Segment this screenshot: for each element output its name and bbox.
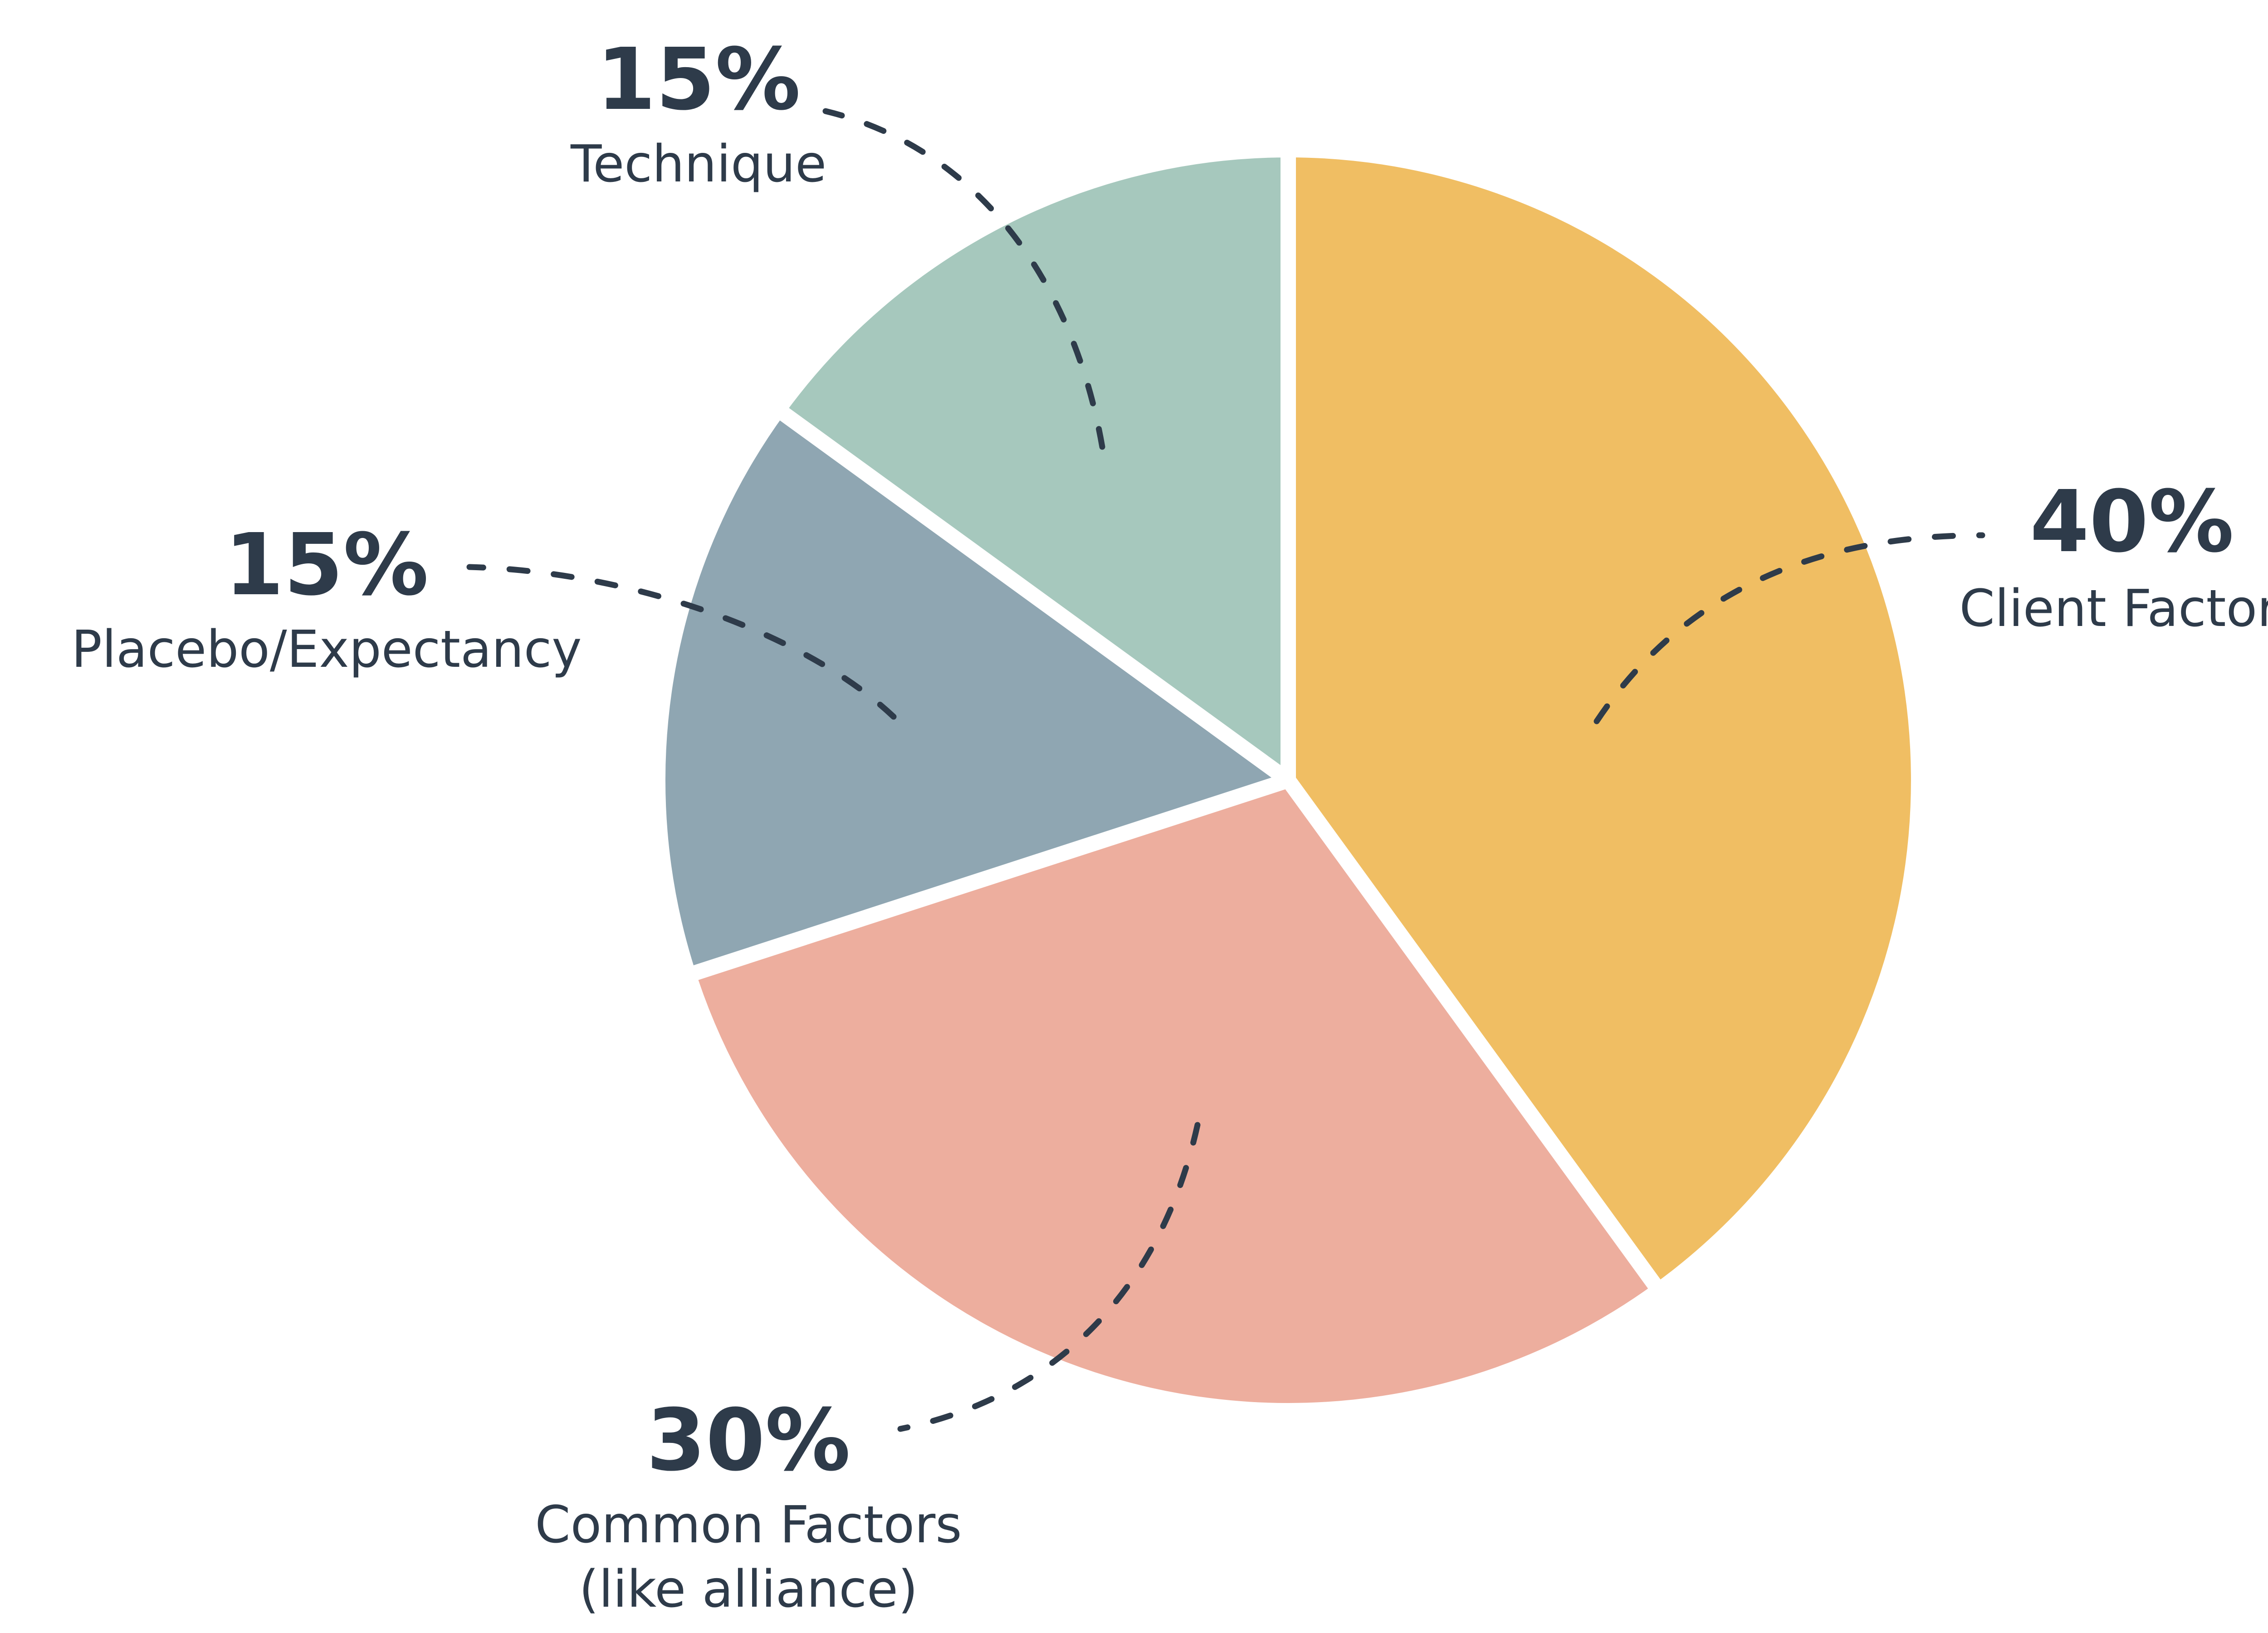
leader-line-2 [897,1122,1201,1432]
percent-label-2: 30% [646,1391,850,1490]
pie-slices [650,142,1926,1418]
leader-line-4 [822,108,1105,450]
leader-lines [466,108,1985,1432]
pie-slice-technique [770,142,1296,788]
percent-label-4: 15% [596,30,801,129]
leader-line-1 [1593,532,1985,724]
percent-label-1: 40% [2030,472,2234,572]
percent-label-3: 15% [225,515,429,615]
category-label-3: Placebo/Expectancy [71,620,582,679]
category-label-4: Technique [570,135,826,194]
pie-slice-placebo-expectancy [650,402,1296,983]
leader-line-3 [466,564,897,720]
pie-slice-common-factors-like-alliance [681,772,1667,1418]
slice-labels: 40% Client Factors 30% Common Factors(like … [71,30,2268,1619]
category-label-2-line-2: (like alliance) [579,1560,918,1619]
pie-slice-client-factors [1281,142,1926,1298]
category-label-2-line-1: Common Factors [535,1496,962,1555]
category-label-1: Client Factors [1959,579,2268,638]
